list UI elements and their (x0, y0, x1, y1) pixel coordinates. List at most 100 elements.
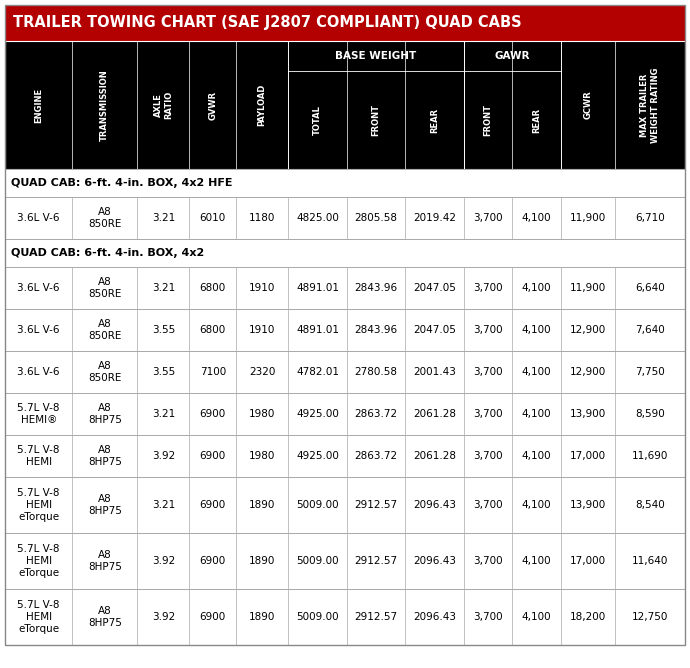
Text: A8
850RE: A8 850RE (88, 319, 121, 341)
Bar (5, 267, 685, 309)
Bar (5, 435, 685, 477)
Text: 5.7L V-8
HEMI
eTorque: 5.7L V-8 HEMI eTorque (17, 488, 60, 522)
Text: 1890: 1890 (249, 556, 275, 566)
Text: 1890: 1890 (249, 500, 275, 510)
Text: 2805.58: 2805.58 (355, 213, 397, 223)
Text: 4782.01: 4782.01 (296, 367, 339, 377)
Text: 4,100: 4,100 (522, 556, 551, 566)
Text: 3.6L V-6: 3.6L V-6 (17, 367, 60, 377)
Text: 3.21: 3.21 (152, 409, 175, 419)
Text: 5009.00: 5009.00 (296, 612, 339, 622)
Bar (5, 5, 685, 41)
Text: 6800: 6800 (199, 325, 226, 335)
Text: GAWR: GAWR (495, 51, 530, 61)
Text: 2061.28: 2061.28 (413, 409, 456, 419)
Text: 6800: 6800 (199, 283, 226, 293)
Text: 5009.00: 5009.00 (296, 500, 339, 510)
Text: 6900: 6900 (199, 612, 226, 622)
Text: 6010: 6010 (199, 213, 226, 223)
Text: 3,700: 3,700 (473, 451, 503, 461)
Text: 3.55: 3.55 (152, 367, 175, 377)
Text: A8
8HP75: A8 8HP75 (88, 445, 121, 467)
Text: 17,000: 17,000 (570, 451, 606, 461)
Text: 2863.72: 2863.72 (355, 451, 397, 461)
Text: REAR: REAR (532, 108, 541, 132)
Text: 2047.05: 2047.05 (413, 283, 456, 293)
Text: 11,900: 11,900 (570, 283, 606, 293)
Text: 4925.00: 4925.00 (296, 451, 339, 461)
Text: A8
8HP75: A8 8HP75 (88, 494, 121, 516)
Text: 4,100: 4,100 (522, 283, 551, 293)
Text: A8
850RE: A8 850RE (88, 277, 121, 299)
Bar (5, 351, 685, 393)
Text: 2096.43: 2096.43 (413, 556, 456, 566)
Text: 11,640: 11,640 (632, 556, 668, 566)
Text: 11,690: 11,690 (632, 451, 668, 461)
Text: 13,900: 13,900 (570, 500, 606, 510)
Text: 2320: 2320 (249, 367, 275, 377)
Bar (5, 533, 685, 589)
Text: 1890: 1890 (249, 612, 275, 622)
Bar (5, 477, 685, 533)
Text: GVWR: GVWR (208, 90, 217, 120)
Text: 2061.28: 2061.28 (413, 451, 456, 461)
Text: 17,000: 17,000 (570, 556, 606, 566)
Text: 12,750: 12,750 (632, 612, 668, 622)
Text: 1910: 1910 (249, 325, 275, 335)
Text: QUAD CAB: 6-ft. 4-in. BOX, 4x2: QUAD CAB: 6-ft. 4-in. BOX, 4x2 (11, 248, 204, 258)
Text: 2096.43: 2096.43 (413, 612, 456, 622)
Text: 2912.57: 2912.57 (355, 556, 397, 566)
Text: 2912.57: 2912.57 (355, 500, 397, 510)
Text: 4925.00: 4925.00 (296, 409, 339, 419)
Text: 11,900: 11,900 (570, 213, 606, 223)
Text: QUAD CAB: 6-ft. 4-in. BOX, 4x2 HFE: QUAD CAB: 6-ft. 4-in. BOX, 4x2 HFE (11, 178, 233, 188)
Text: 6,710: 6,710 (635, 213, 664, 223)
Text: 3.6L V-6: 3.6L V-6 (17, 213, 60, 223)
Text: FRONT: FRONT (484, 104, 493, 136)
Text: 2019.42: 2019.42 (413, 213, 456, 223)
Bar (5, 393, 685, 435)
Text: 3.21: 3.21 (152, 213, 175, 223)
Text: A8
850RE: A8 850RE (88, 361, 121, 383)
Text: 2843.96: 2843.96 (355, 325, 397, 335)
Bar (5, 589, 685, 645)
Text: 3.55: 3.55 (152, 325, 175, 335)
Text: 2912.57: 2912.57 (355, 612, 397, 622)
Text: BASE WEIGHT: BASE WEIGHT (335, 51, 417, 61)
Text: AXLE
RATIO: AXLE RATIO (154, 91, 173, 119)
Text: 6900: 6900 (199, 556, 226, 566)
Text: 7,640: 7,640 (635, 325, 664, 335)
Text: TRANSMISSION: TRANSMISSION (100, 69, 109, 141)
Text: 4825.00: 4825.00 (296, 213, 339, 223)
Text: 3,700: 3,700 (473, 325, 503, 335)
Text: 3.21: 3.21 (152, 500, 175, 510)
Text: 3.92: 3.92 (152, 451, 175, 461)
Text: 3,700: 3,700 (473, 213, 503, 223)
Text: FRONT: FRONT (371, 104, 380, 136)
Text: 3.92: 3.92 (152, 612, 175, 622)
Text: 12,900: 12,900 (570, 325, 606, 335)
Text: MAX TRAILER
WEIGHT RATING: MAX TRAILER WEIGHT RATING (640, 67, 660, 143)
Text: 3,700: 3,700 (473, 612, 503, 622)
Text: 4,100: 4,100 (522, 409, 551, 419)
Text: 3.6L V-6: 3.6L V-6 (17, 325, 60, 335)
Text: 1180: 1180 (249, 213, 275, 223)
Bar (5, 239, 685, 267)
Text: 13,900: 13,900 (570, 409, 606, 419)
Text: 12,900: 12,900 (570, 367, 606, 377)
Bar (5, 169, 685, 197)
Text: 7,750: 7,750 (635, 367, 664, 377)
Text: A8
8HP75: A8 8HP75 (88, 606, 121, 628)
Text: 2780.58: 2780.58 (355, 367, 397, 377)
Text: 2843.96: 2843.96 (355, 283, 397, 293)
Text: 5.7L V-8
HEMI: 5.7L V-8 HEMI (17, 445, 60, 467)
Text: ENGINE: ENGINE (34, 88, 43, 122)
Text: 6,640: 6,640 (635, 283, 664, 293)
Text: 3,700: 3,700 (473, 409, 503, 419)
Text: A8
8HP75: A8 8HP75 (88, 403, 121, 425)
Bar (5, 41, 685, 169)
Text: 2047.05: 2047.05 (413, 325, 456, 335)
Text: 4,100: 4,100 (522, 367, 551, 377)
Text: 3,700: 3,700 (473, 500, 503, 510)
Text: 6900: 6900 (199, 500, 226, 510)
